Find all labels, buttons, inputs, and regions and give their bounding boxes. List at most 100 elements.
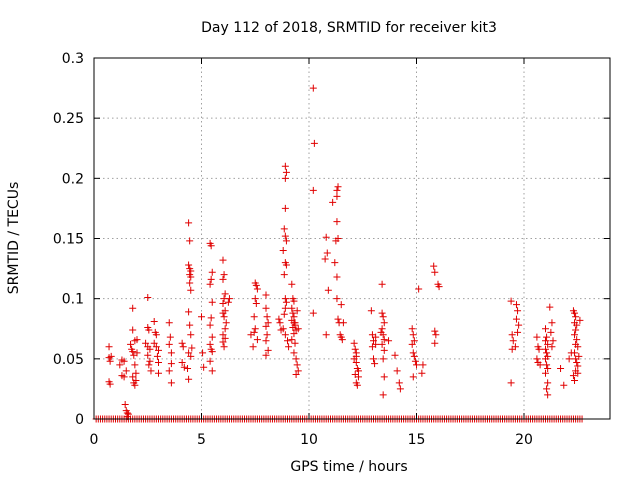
data-point [282,261,290,269]
data-point [179,343,187,351]
y-tick-label: 0.05 [53,352,84,368]
data-point [380,319,388,327]
data-point [372,340,380,348]
data-point [263,313,271,321]
data-point [415,285,423,293]
data-point [185,308,193,316]
data-point [262,291,270,299]
data-point [507,379,515,387]
data-point [372,333,380,341]
x-tick-label: 0 [90,432,99,448]
data-point [408,340,416,348]
data-point [208,298,216,306]
data-point [322,233,330,241]
data-point [565,355,573,363]
y-tick-label: 0 [75,412,84,428]
data-point [431,327,439,335]
data-point [370,337,377,345]
data-point [571,349,579,357]
data-point [188,344,196,352]
data-point [281,174,289,182]
x-axis-label: GPS time / hours [290,459,407,475]
data-point [219,256,227,264]
data-point [533,355,541,363]
data-point [280,310,288,318]
data-point [549,337,557,345]
data-point [543,385,551,393]
data-point [409,349,417,357]
data-point [547,328,555,336]
data-point [542,355,549,363]
data-point [253,285,261,293]
data-point [131,361,139,369]
data-point [185,261,193,269]
data-point [409,331,417,339]
data-point [338,336,346,344]
data-point [116,361,124,369]
data-point [146,357,154,365]
data-point [221,334,229,342]
data-point [187,286,195,294]
data-point [144,351,152,359]
data-point [207,242,215,250]
data-point [370,355,377,363]
data-point [281,304,289,312]
data-point [512,315,520,323]
data-point [573,358,581,366]
data-point [166,333,174,341]
data-point [292,355,300,363]
data-point [129,348,137,356]
data-point [309,309,317,317]
data-point [514,307,522,315]
data-point [105,343,113,351]
data-point [350,339,358,347]
data-point [251,325,259,333]
data-point [262,304,270,312]
data-point [378,340,386,348]
data-point [264,319,272,327]
data-point [419,361,427,369]
data-point [155,369,162,377]
data-point [221,290,229,298]
data-point [323,249,331,257]
data-point [219,275,227,283]
data-point [253,336,261,344]
data-point [219,299,227,307]
y-tick-label: 0.1 [62,292,84,308]
data-point [275,315,283,323]
y-tick-label: 0.3 [62,51,84,67]
data-point [408,325,416,333]
data-point [337,301,345,309]
data-point [150,339,158,347]
data-point [324,286,332,294]
data-point [290,297,298,305]
data-point [284,337,291,345]
data-point [200,363,208,371]
data-point [145,361,153,369]
data-point [276,319,284,327]
data-point [262,322,270,330]
data-point [206,340,214,348]
data-point [542,337,549,345]
data-points [105,84,584,421]
data-point [557,364,565,372]
y-tick-label: 0.2 [62,171,84,187]
data-point [352,358,360,366]
data-point [321,255,329,263]
data-point [221,325,229,333]
data-point [206,321,214,329]
data-point [251,295,259,303]
data-point [574,343,582,351]
data-point [187,352,195,360]
x-tick-label: 15 [408,432,426,448]
data-point [249,343,257,351]
data-point [331,259,339,267]
data-point [310,139,318,147]
data-point [293,361,301,369]
data-point [264,346,272,354]
data-point [129,326,137,334]
y-tick-label: 0.15 [53,232,84,248]
data-point [560,381,568,389]
data-point [572,326,580,334]
data-point [543,361,551,369]
